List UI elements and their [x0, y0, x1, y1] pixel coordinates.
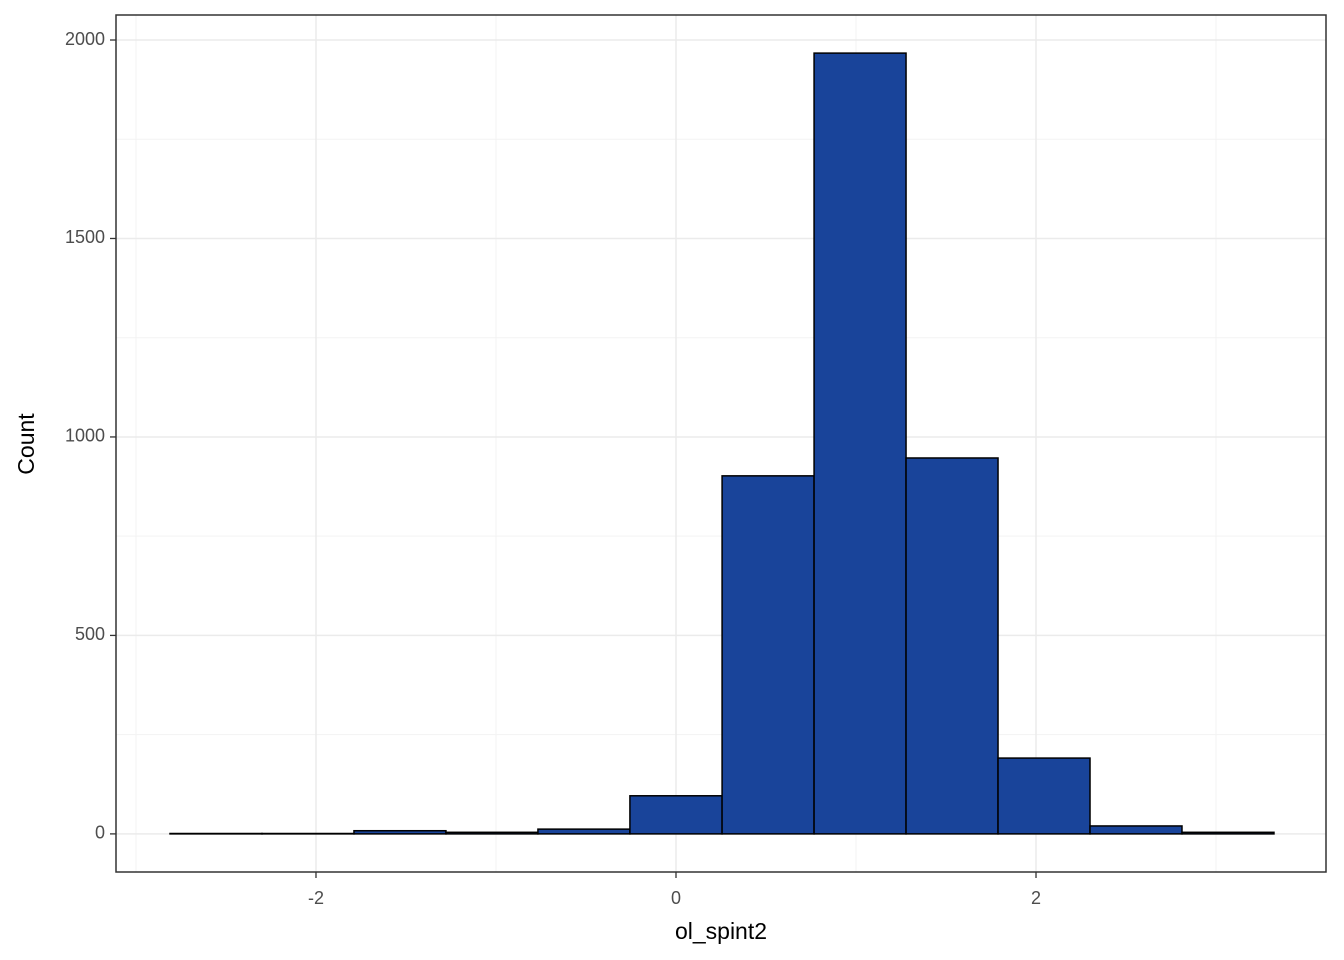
bar: [353, 829, 447, 835]
y-tick-label: 500: [75, 624, 105, 644]
y-tick-label: 0: [95, 823, 105, 843]
y-tick-label: 1000: [65, 426, 105, 446]
bar: [1089, 825, 1183, 835]
bar: [813, 52, 907, 835]
bar: [721, 475, 815, 835]
y-tick-label: 1500: [65, 227, 105, 247]
x-tick-label: 2: [1031, 888, 1041, 908]
y-tick-label: 2000: [65, 29, 105, 49]
x-tick-label: -2: [308, 888, 324, 908]
x-tick-label: 0: [671, 888, 681, 908]
bar: [629, 795, 723, 835]
bar: [537, 828, 631, 835]
bar: [445, 831, 539, 835]
panel-border: [115, 14, 1327, 873]
bar: [997, 757, 1091, 835]
x-axis-title: ol_spint2: [675, 918, 767, 944]
bars: [169, 52, 1275, 835]
axes: -2 0 2 0 500 1000 1500 2000: [65, 14, 1327, 908]
bar: [905, 457, 999, 835]
bar: [1181, 831, 1275, 835]
y-axis-title: Count: [13, 413, 39, 475]
